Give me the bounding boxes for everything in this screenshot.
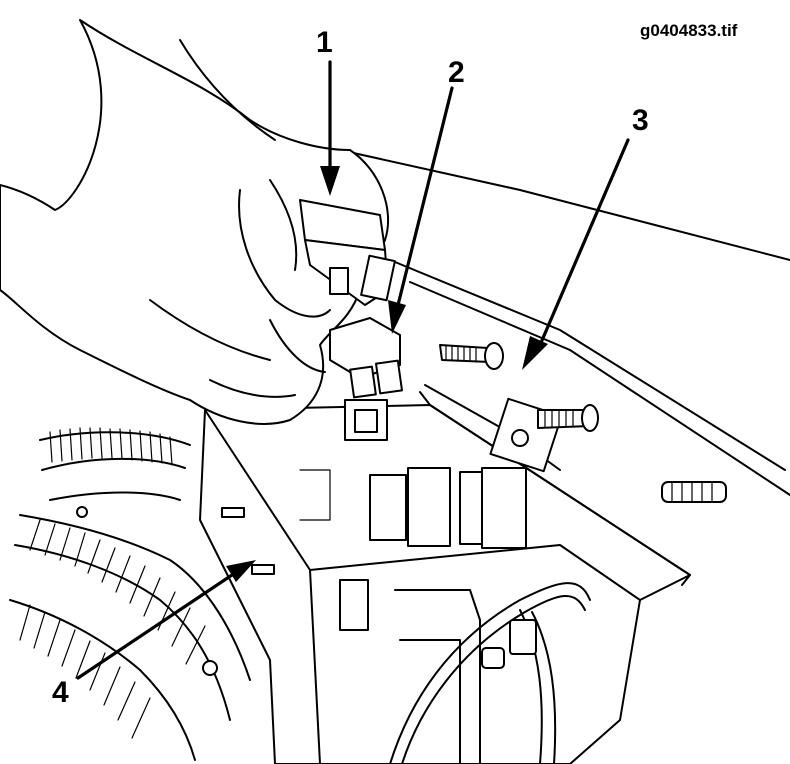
wire-harness <box>389 582 591 764</box>
callout-arrows <box>76 60 630 680</box>
fuse-held <box>299 199 396 306</box>
fuse-block <box>299 399 527 549</box>
machine-panel-edge <box>339 149 790 496</box>
fuse-spare <box>329 317 403 399</box>
bolt-top <box>439 342 504 370</box>
hand <box>0 19 390 425</box>
bolt-middle <box>537 404 599 432</box>
file-id-label: g0404833.tif <box>640 21 738 40</box>
callout-4-label: 4 <box>52 676 69 709</box>
callout-3-label: 3 <box>632 104 649 137</box>
bolt-loose <box>661 481 727 503</box>
fuse-box-housing <box>199 384 691 764</box>
hose-bundle <box>9 427 251 761</box>
callout-labels: 1 2 3 4 <box>52 26 649 709</box>
callout-2-label: 2 <box>448 56 465 89</box>
callout-1-label: 1 <box>316 26 333 59</box>
